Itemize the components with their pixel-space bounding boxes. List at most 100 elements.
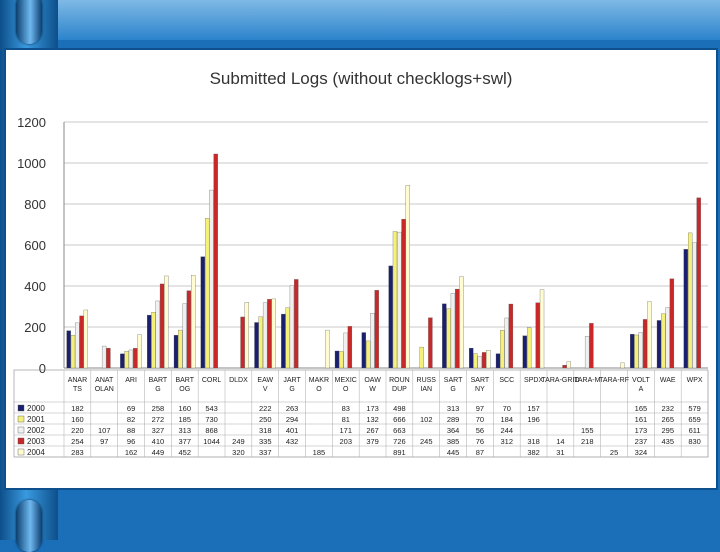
data-label: 25 bbox=[610, 448, 618, 457]
bar bbox=[584, 336, 590, 369]
data-label: 385 bbox=[447, 437, 460, 446]
data-label: 76 bbox=[476, 437, 484, 446]
data-label: 155 bbox=[581, 426, 594, 435]
bar bbox=[419, 346, 424, 369]
data-label: 313 bbox=[178, 426, 191, 435]
data-label: 70 bbox=[476, 415, 484, 424]
bar bbox=[647, 301, 652, 369]
bar bbox=[128, 349, 134, 369]
bar bbox=[182, 303, 187, 369]
x-tick-label: MEXIC O bbox=[335, 377, 357, 393]
data-label: 245 bbox=[420, 437, 433, 446]
x-tick-label: CORL bbox=[202, 377, 222, 384]
bar bbox=[204, 218, 210, 369]
bar bbox=[244, 302, 250, 369]
x-tick-label: TARA-GRID bbox=[541, 377, 579, 384]
legend-swatch bbox=[17, 437, 25, 445]
data-label: 377 bbox=[178, 437, 191, 446]
data-label: 185 bbox=[313, 448, 326, 457]
data-label: 165 bbox=[635, 404, 648, 413]
bar bbox=[442, 303, 447, 369]
x-tick-label: DLDX bbox=[229, 377, 248, 384]
bar-chart: Submitted Logs (without checklogs+swl) 0… bbox=[13, 69, 709, 458]
data-label: 83 bbox=[342, 404, 350, 413]
bar bbox=[289, 285, 295, 369]
x-tick-label: SPDX bbox=[524, 377, 543, 384]
bar bbox=[446, 308, 451, 369]
data-label: 410 bbox=[152, 437, 165, 446]
data-label: 1044 bbox=[203, 437, 220, 446]
legend-swatch bbox=[17, 448, 25, 456]
data-label: 82 bbox=[127, 415, 135, 424]
bar bbox=[325, 329, 330, 369]
data-label: 97 bbox=[100, 437, 108, 446]
bar bbox=[459, 276, 464, 369]
bar bbox=[634, 334, 639, 369]
bar bbox=[254, 322, 259, 369]
x-tick-label: WAE bbox=[660, 377, 676, 384]
bar bbox=[539, 289, 545, 369]
bar bbox=[477, 356, 482, 369]
data-label: 160 bbox=[178, 404, 191, 413]
data-label: 102 bbox=[420, 415, 433, 424]
data-label: 263 bbox=[286, 404, 299, 413]
data-label: 283 bbox=[71, 448, 84, 457]
bar bbox=[361, 332, 366, 369]
data-label: 218 bbox=[581, 437, 594, 446]
data-label: 173 bbox=[635, 426, 648, 435]
y-tick-label: 400 bbox=[24, 279, 46, 294]
bar bbox=[392, 231, 398, 369]
bar bbox=[397, 231, 402, 369]
bar bbox=[469, 347, 474, 369]
bar bbox=[66, 330, 71, 369]
bar bbox=[455, 288, 460, 369]
y-tick-label: 0 bbox=[39, 361, 46, 376]
y-tick-label: 600 bbox=[24, 238, 46, 253]
data-label: 730 bbox=[205, 415, 218, 424]
data-label: 379 bbox=[366, 437, 379, 446]
bar bbox=[106, 347, 111, 369]
data-label: 173 bbox=[366, 404, 379, 413]
bar bbox=[620, 362, 625, 369]
data-label: 87 bbox=[476, 448, 484, 457]
data-label: 663 bbox=[393, 426, 406, 435]
bar bbox=[79, 315, 84, 369]
data-label: 250 bbox=[259, 415, 272, 424]
data-label: 289 bbox=[447, 415, 460, 424]
data-label: 611 bbox=[689, 426, 701, 435]
data-label: 196 bbox=[527, 415, 540, 424]
bar bbox=[124, 351, 129, 369]
data-label: 498 bbox=[393, 404, 406, 413]
bar bbox=[173, 335, 179, 369]
bar bbox=[500, 330, 505, 369]
legend-swatch bbox=[17, 404, 25, 412]
data-label: 868 bbox=[205, 426, 218, 435]
bar bbox=[562, 364, 567, 369]
bar bbox=[339, 351, 344, 369]
bar bbox=[70, 335, 76, 369]
data-label: 265 bbox=[661, 415, 674, 424]
bar bbox=[374, 290, 379, 369]
bar bbox=[191, 275, 196, 369]
data-label: 220 bbox=[71, 426, 84, 435]
x-tick-label: MAKR O bbox=[309, 377, 329, 393]
data-label: 14 bbox=[556, 437, 564, 446]
x-tick-label: ARI bbox=[125, 377, 137, 384]
data-label: 182 bbox=[71, 404, 84, 413]
x-tick-label: SART G bbox=[444, 377, 463, 393]
data-label: 222 bbox=[259, 404, 272, 413]
bar bbox=[151, 312, 156, 369]
bar bbox=[294, 279, 299, 369]
data-label: 249 bbox=[232, 437, 245, 446]
bar bbox=[147, 314, 152, 369]
x-tick-label: SCC bbox=[499, 377, 514, 384]
data-label: 364 bbox=[447, 426, 460, 435]
data-label: 726 bbox=[393, 437, 406, 446]
data-label: 295 bbox=[661, 426, 674, 435]
data-label: 132 bbox=[366, 415, 379, 424]
y-tick-label: 1000 bbox=[17, 156, 46, 171]
bar bbox=[665, 307, 670, 369]
data-label: 324 bbox=[635, 448, 648, 457]
data-label: 184 bbox=[500, 415, 513, 424]
bar bbox=[473, 353, 478, 369]
